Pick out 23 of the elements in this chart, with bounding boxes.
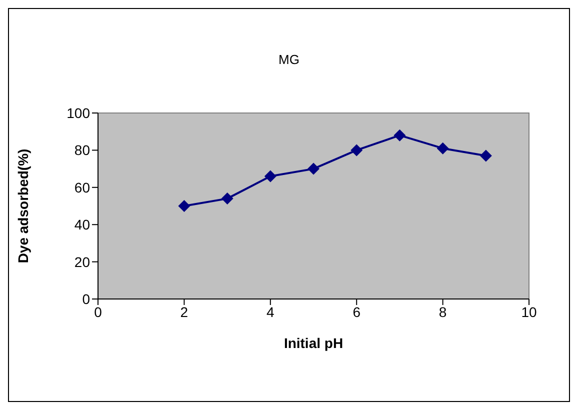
y-tick-label: 40 — [74, 216, 90, 233]
chart-title: MG — [278, 52, 300, 67]
x-tick-label: 4 — [266, 304, 274, 320]
point — [350, 144, 363, 156]
point — [178, 200, 190, 212]
y-tick-label: 0 — [82, 290, 90, 307]
x-tick-label: 0 — [94, 304, 102, 320]
y-axis-title: Dye adsorbed(%) — [15, 148, 32, 264]
x-tick-label: 10 — [521, 304, 537, 320]
x-tick-label: 6 — [352, 304, 361, 320]
y-tick-label: 100 — [66, 104, 90, 121]
x-tick-label: 2 — [180, 304, 188, 320]
point — [221, 192, 234, 205]
point — [436, 142, 449, 154]
y-tick-label: 20 — [74, 254, 90, 270]
point — [264, 170, 276, 182]
y-tick-label: 60 — [74, 179, 90, 196]
x-axis-title: Initial pH — [282, 335, 344, 351]
point — [394, 129, 406, 142]
point — [480, 150, 492, 162]
x-tick-label: 8 — [438, 304, 447, 320]
y-tick-label: 80 — [74, 142, 90, 158]
point — [308, 162, 320, 175]
